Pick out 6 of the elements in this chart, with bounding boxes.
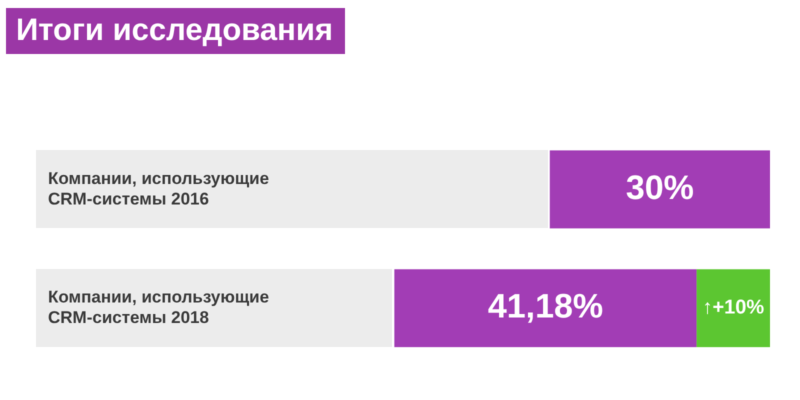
y-tick-label: Компании, использующие CRM-системы 2018 bbox=[48, 288, 270, 328]
data-label: 41,18% bbox=[488, 288, 604, 326]
y-tick-label: Компании, использующие CRM-системы 2016 bbox=[48, 168, 270, 208]
data-label: ↑+10% bbox=[702, 296, 764, 319]
chart-title: Итоги исследования bbox=[6, 8, 346, 54]
data-label: 30% bbox=[626, 168, 694, 207]
